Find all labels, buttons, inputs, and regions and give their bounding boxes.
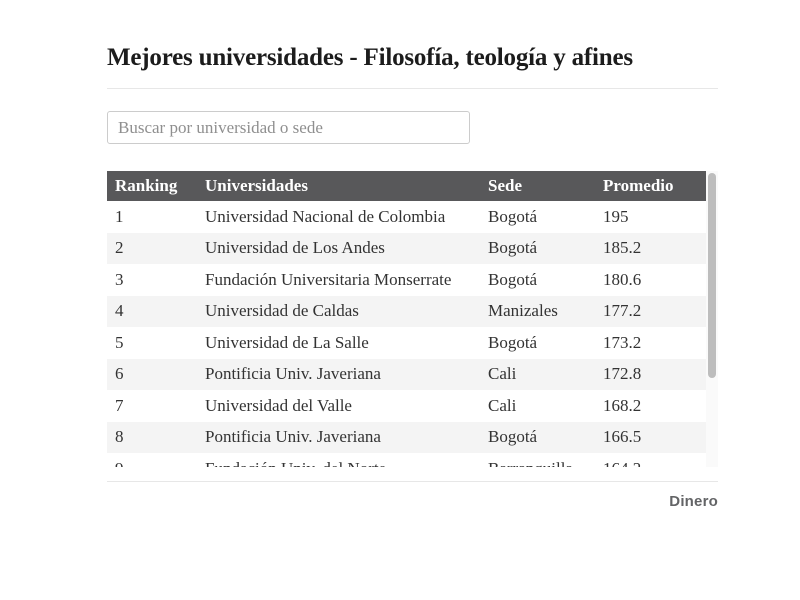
cell-promedio: 166.5 [603,427,642,447]
table-row: 1 Universidad Nacional de Colombia Bogot… [107,201,706,233]
cell-sede: Bogotá [488,206,538,226]
ranking-table: Ranking Universidades Sede Promedio 1 Un… [107,171,706,467]
cell-universidad: Universidad del Valle [205,395,352,415]
table-row: 8 Pontificia Univ. Javeriana Bogotá 166.… [107,421,706,453]
table-scrollbar-thumb[interactable] [708,173,716,378]
cell-universidad: Fundación Universitaria Monserrate [205,269,452,289]
table-row: 2 Universidad de Los Andes Bogotá 185.2 [107,232,706,264]
cell-ranking: 1 [115,206,124,226]
ranking-table-wrapper: Ranking Universidades Sede Promedio 1 Un… [107,171,718,467]
divider [107,481,718,482]
column-header-promedio: Promedio [595,171,706,201]
cell-promedio: 172.8 [603,364,642,384]
table-row: 5 Universidad de La Salle Bogotá 173.2 [107,327,706,359]
cell-promedio: 168.2 [603,395,642,415]
cell-promedio: 164.2 [595,453,706,467]
brand-logo-dinero: Dinero [669,493,718,510]
cell-ranking: 3 [115,269,124,289]
table-scrollbar-track[interactable] [706,171,718,467]
cell-promedio: 195 [603,206,629,226]
cell-ranking: 9 [107,453,197,467]
table-row: 6 Pontificia Univ. Javeriana Cali 172.8 [107,358,706,390]
cell-sede: Bogotá [488,427,538,447]
table-header: Ranking Universidades Sede Promedio [107,171,706,201]
cell-ranking: 5 [115,332,124,352]
table-header-row: Ranking Universidades Sede Promedio [107,171,706,201]
cell-sede: Cali [488,364,517,384]
cell-ranking: 8 [115,427,124,447]
cell-sede: Manizales [488,301,558,321]
page-title: Mejores universidades - Filosofía, teolo… [107,44,633,71]
cell-ranking: 2 [115,238,124,258]
cell-sede: Cali [488,395,517,415]
column-header-ranking: Ranking [107,171,197,201]
cell-universidad: Universidad Nacional de Colombia [205,206,446,226]
cell-universidad: Pontificia Univ. Javeriana [205,427,381,447]
cell-sede: Bogotá [488,238,538,258]
cell-universidad: Universidad de Caldas [205,301,359,321]
column-header-sede: Sede [480,171,595,201]
cell-universidad: Fundación Univ. del Norte [197,453,480,467]
cell-universidad: Universidad de La Salle [205,332,369,352]
cell-promedio: 185.2 [603,238,642,258]
cell-ranking: 6 [115,364,124,384]
cell-universidad: Pontificia Univ. Javeriana [205,364,381,384]
divider [107,88,718,89]
cell-promedio: 173.2 [603,332,642,352]
table-row-clipped: 9 Fundación Univ. del Norte Barranquilla… [107,453,706,467]
cell-promedio: 180.6 [603,269,642,289]
cell-ranking: 4 [115,301,124,321]
column-header-universidades: Universidades [197,171,480,201]
search-input[interactable] [107,111,470,144]
cell-universidad: Universidad de Los Andes [205,238,385,258]
table-body: 1 Universidad Nacional de Colombia Bogot… [107,201,706,467]
cell-sede: Bogotá [488,269,538,289]
cell-promedio: 177.2 [603,301,642,321]
table-row: 7 Universidad del Valle Cali 168.2 [107,390,706,422]
cell-sede: Bogotá [488,332,538,352]
cell-ranking: 7 [115,395,124,415]
widget-container: Mejores universidades - Filosofía, teolo… [107,0,718,510]
cell-sede: Barranquilla [480,453,595,467]
table-row: 4 Universidad de Caldas Manizales 177.2 [107,295,706,327]
table-row: 3 Fundación Universitaria Monserrate Bog… [107,264,706,296]
